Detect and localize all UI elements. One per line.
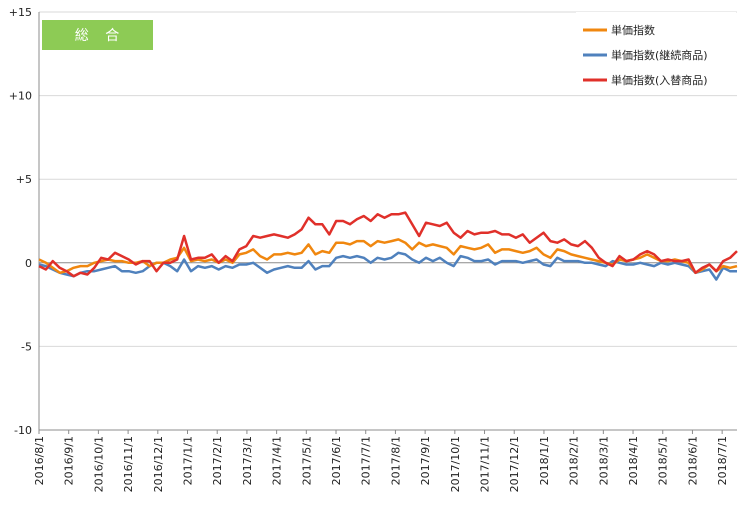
x-tick-label-12: 2017/8/1 <box>389 436 402 485</box>
legend-label-0: 単価指数 <box>611 23 655 37</box>
x-tick-label-0: 2016/8/1 <box>33 436 46 485</box>
x-tick-label-18: 2018/2/1 <box>568 436 581 485</box>
x-tick-label-13: 2017/9/1 <box>419 436 432 485</box>
series-line-0 <box>38 238 738 275</box>
x-tick-label-2: 2016/10/1 <box>92 436 105 492</box>
badge-label: 総 合 <box>75 28 125 44</box>
legend-item-0: 単価指数 <box>583 23 655 37</box>
x-tick-label-11: 2017/7/1 <box>360 436 373 485</box>
x-tick-label-3: 2016/11/1 <box>122 436 135 492</box>
legend-item-2: 単価指数(入替商品) <box>583 73 708 87</box>
y-tick-label-0: -10 <box>14 424 32 437</box>
x-tick-label-7: 2017/3/1 <box>241 436 254 485</box>
x-tick-label-1: 2016/9/1 <box>63 436 76 485</box>
legend-label-1: 単価指数(継続商品) <box>611 48 708 62</box>
x-tick-label-21: 2018/5/1 <box>657 436 670 485</box>
y-tick-label-5: +15 <box>9 6 32 19</box>
x-tick-label-10: 2017/6/1 <box>330 436 343 485</box>
x-tick-label-14: 2017/10/1 <box>449 436 462 492</box>
x-tick-label-17: 2018/1/1 <box>538 436 551 485</box>
y-tick-label-4: +10 <box>9 90 32 103</box>
legend: 単価指数 単価指数(継続商品) 単価指数(入替商品) <box>576 12 736 94</box>
legend-item-1: 単価指数(継続商品) <box>583 48 708 62</box>
y-tick-label-2: 0 <box>25 257 32 270</box>
badge: 総 合 <box>42 20 153 50</box>
x-tick-label-15: 2017/11/1 <box>479 436 492 492</box>
x-tick-label-5: 2017/1/1 <box>182 436 195 485</box>
series-line-1 <box>38 251 737 281</box>
y-tick-label-1: -5 <box>21 340 32 353</box>
x-tick-labels: 2016/8/1 2016/9/1 2016/10/1 2016/11/1 2016/1… <box>33 430 729 492</box>
x-tick-label-6: 2017/2/1 <box>211 436 224 485</box>
x-tick-label-19: 2018/3/1 <box>597 436 610 485</box>
x-tick-label-22: 2018/6/1 <box>686 436 699 485</box>
series-lines <box>38 211 738 281</box>
x-tick-label-23: 2018/7/1 <box>716 436 729 485</box>
x-tick-label-20: 2018/4/1 <box>627 436 640 485</box>
series-line-2 <box>38 211 738 278</box>
legend-label-2: 単価指数(入替商品) <box>611 73 708 87</box>
x-tick-label-16: 2017/12/1 <box>508 436 521 492</box>
y-tick-labels: -10 -5 0 +5 +10 +15 <box>9 6 32 437</box>
badge-background <box>42 20 153 50</box>
x-tick-label-8: 2017/4/1 <box>271 436 284 485</box>
x-tick-label-9: 2017/5/1 <box>300 436 313 485</box>
y-tick-label-3: +5 <box>16 173 32 186</box>
x-tick-label-4: 2016/12/1 <box>152 436 165 492</box>
axes <box>38 12 737 431</box>
